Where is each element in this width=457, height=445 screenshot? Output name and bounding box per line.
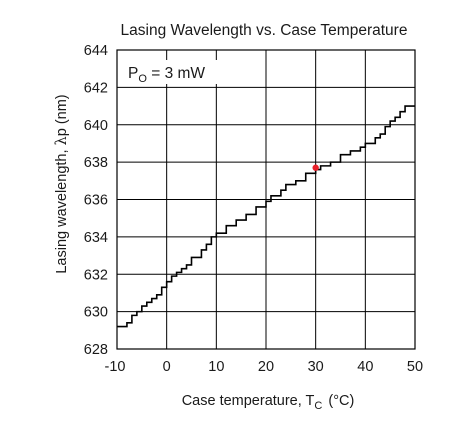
y-axis-ticks: 628 630 632 634 636 638 640 642 644 <box>84 43 108 358</box>
x-axis-label: Case temperature, TC (°C) <box>182 393 355 412</box>
y-tick-label: 636 <box>84 193 108 209</box>
power-annotation: PO = 3 mW <box>120 60 218 85</box>
x-axis-ticks: -10 0 10 20 30 40 50 <box>105 359 424 375</box>
y-tick-label: 634 <box>84 230 108 246</box>
y-axis-label: Lasing wavelength, λp (nm) <box>54 94 70 273</box>
y-tick-label: 642 <box>84 80 108 96</box>
y-tick-label: 638 <box>84 155 108 171</box>
grid <box>116 49 416 350</box>
x-tick-label: 50 <box>407 359 423 375</box>
wavelength-step-line <box>117 105 415 328</box>
highlight-point <box>312 164 319 171</box>
y-tick-label: 628 <box>84 342 108 358</box>
y-tick-label: 632 <box>84 267 108 283</box>
x-tick-label: 10 <box>208 359 224 375</box>
x-tick-label: -10 <box>105 359 126 375</box>
chart-title: Lasing Wavelength vs. Case Temperature <box>121 22 408 39</box>
y-tick-label: 640 <box>84 118 108 134</box>
x-tick-label: 40 <box>357 359 373 375</box>
x-tick-label: 20 <box>258 359 274 375</box>
plot-frame <box>116 49 416 350</box>
y-tick-label: 630 <box>84 305 108 321</box>
x-tick-label: 30 <box>308 359 324 375</box>
annotation-text: PO = 3 mW <box>128 65 205 85</box>
x-tick-label: 0 <box>163 359 171 375</box>
y-tick-label: 644 <box>84 43 108 59</box>
